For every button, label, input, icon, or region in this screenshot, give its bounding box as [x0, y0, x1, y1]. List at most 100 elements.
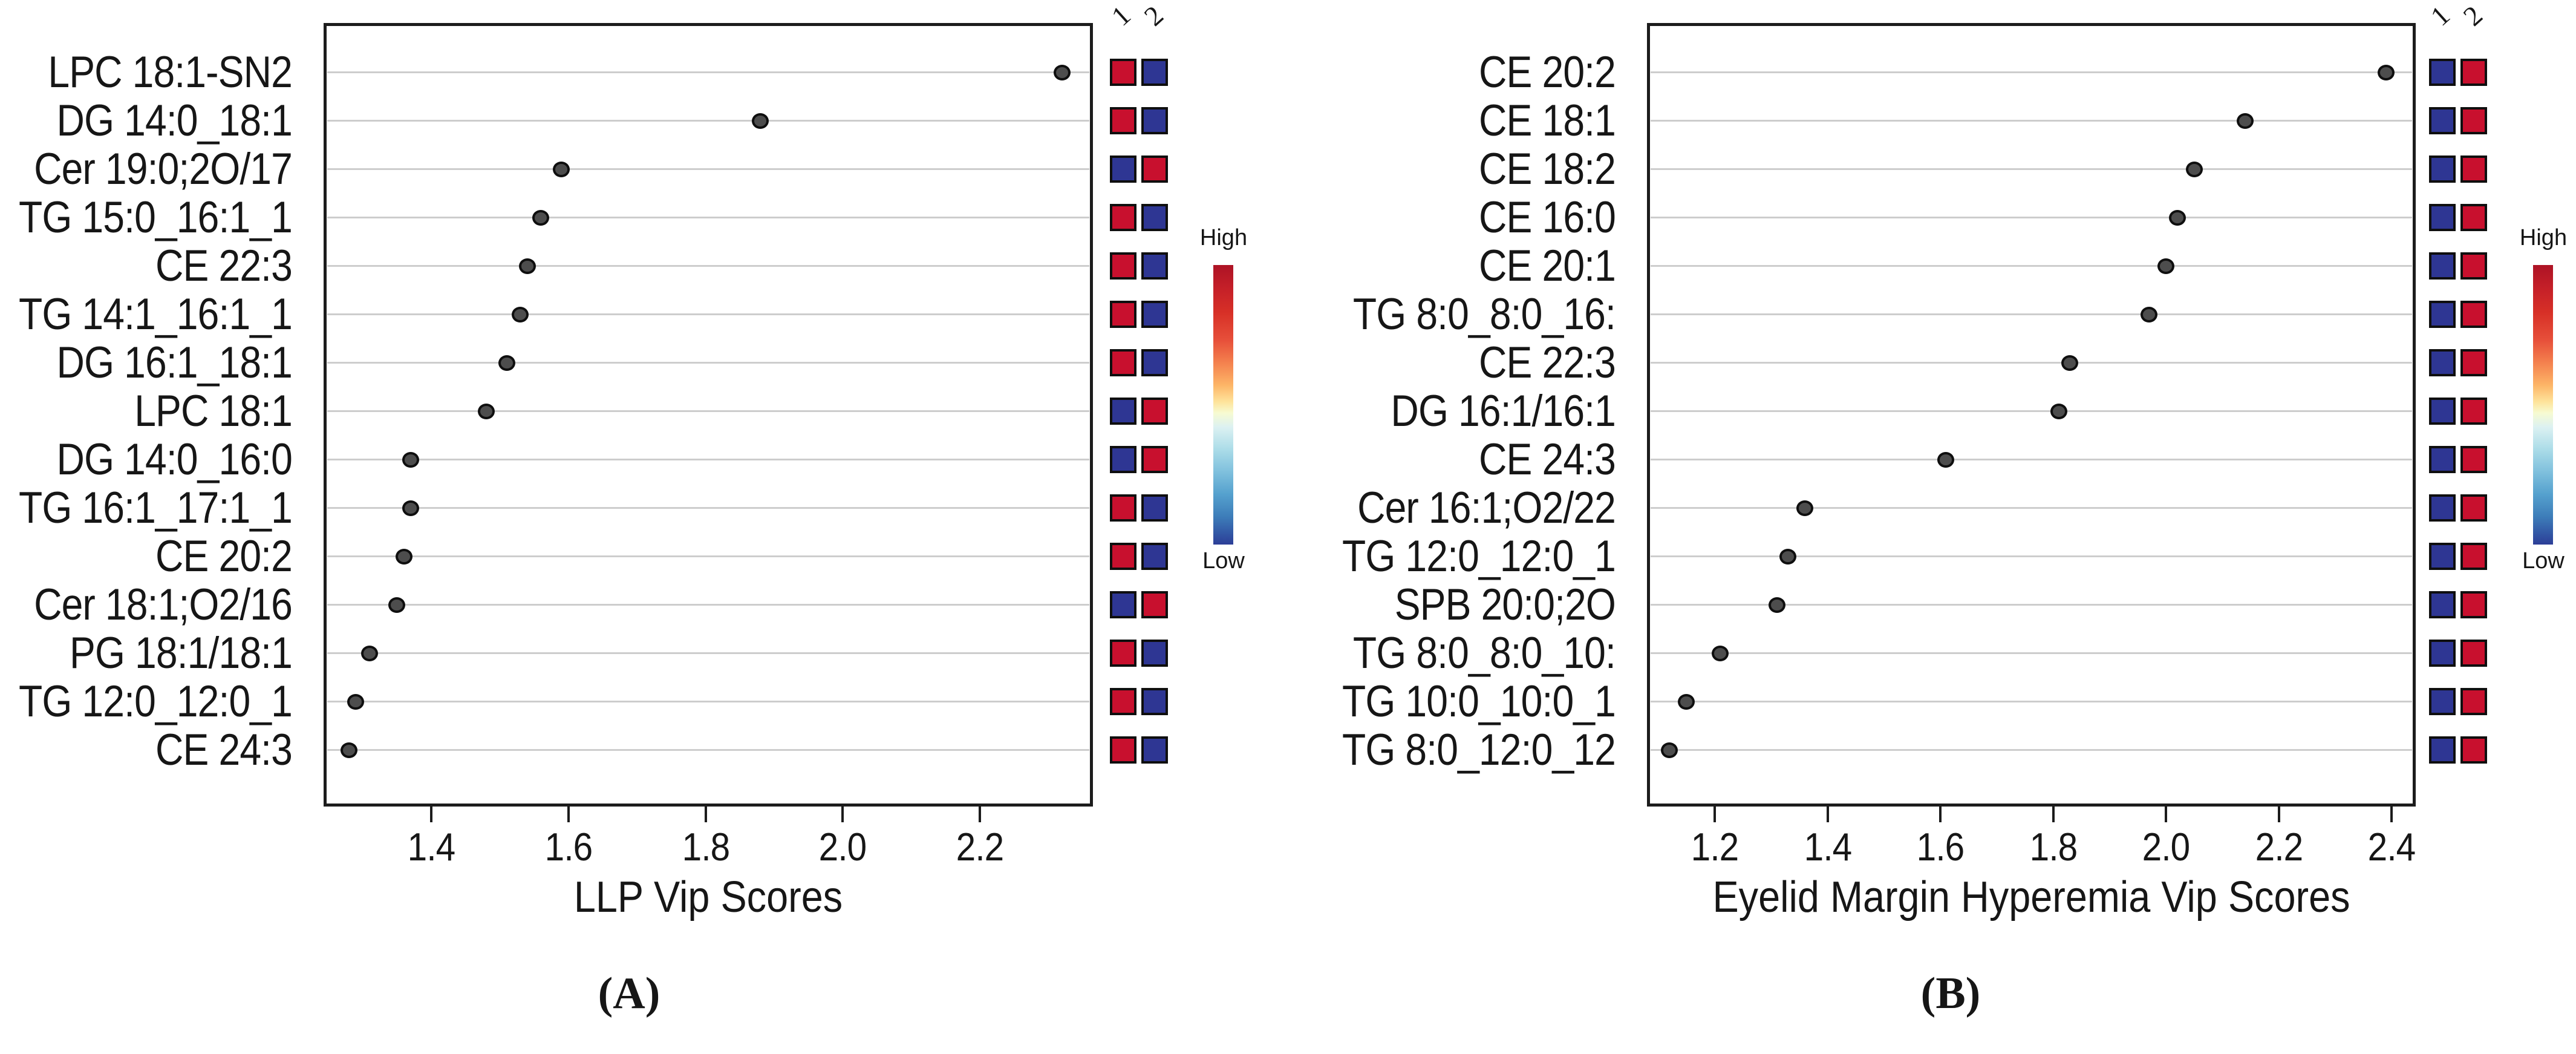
legend-high-label: High — [1199, 225, 1248, 250]
heatmap-cell-group2-high — [2460, 494, 2487, 522]
gridline — [1651, 652, 2412, 654]
heatmap-cell-group1-low — [2429, 494, 2456, 522]
heatmap-cell-group2-low — [1141, 252, 1168, 280]
vip-score-dot — [361, 646, 378, 661]
gridline — [327, 120, 1089, 122]
gridline — [1651, 459, 2412, 460]
heatmap-cell-group2-high — [1141, 398, 1168, 425]
plot-frame — [1647, 23, 2416, 807]
vip-score-dot — [1054, 65, 1071, 80]
x-axis-title: Eyelid Margin Hyperemia Vip Scores — [1712, 873, 2350, 921]
gridline — [327, 217, 1089, 218]
heatmap-cell-group1-high — [1110, 301, 1136, 328]
heatmap-cell-group1-low — [2429, 107, 2456, 134]
vip-score-dot — [341, 742, 357, 758]
gridline — [1651, 120, 2412, 122]
heatmap-cell-group1-low — [2429, 252, 2456, 280]
heatmap-cell-group2-low — [1141, 204, 1168, 231]
heatmap-cell-group2-high — [2460, 736, 2487, 764]
heatmap-cell-group2-high — [2460, 591, 2487, 618]
vip-score-dot — [2378, 65, 2395, 80]
heatmap-cell-group2-high — [2460, 640, 2487, 667]
vip-score-dot — [2061, 355, 2078, 371]
heatmap-cell-group1-low — [2429, 398, 2456, 425]
y-axis-label: PG 18:1/18:1 — [69, 629, 293, 678]
heatmap-cell-group2-high — [2460, 155, 2487, 183]
vip-score-dot — [532, 210, 549, 226]
x-tick-mark — [979, 807, 981, 822]
vip-score-dot — [1796, 500, 1813, 516]
heatmap-cell-group1-high — [1110, 349, 1136, 376]
vip-score-dot — [396, 549, 412, 565]
heatmap-cell-group2-low — [1141, 494, 1168, 522]
heatmap-cell-group2-low — [1141, 736, 1168, 764]
heatmap-cell-group1-low — [2429, 446, 2456, 473]
gridline — [1651, 555, 2412, 557]
x-tick-label: 2.2 — [956, 825, 1005, 869]
x-tick-label: 2.0 — [2142, 825, 2191, 869]
y-axis-label: CE 20:2 — [1479, 48, 1616, 97]
x-tick-mark — [1827, 807, 1829, 822]
vip-score-dot — [2169, 210, 2186, 226]
x-tick-label: 1.6 — [544, 825, 593, 869]
y-axis-label: TG 8:0_8:0_10: — [1352, 629, 1616, 678]
y-axis-label: TG 12:0_12:0_1 — [1342, 532, 1616, 581]
y-axis-label: TG 14:1_16:1_1 — [19, 290, 293, 339]
heatmap-cell-group2-low — [1141, 107, 1168, 134]
vip-score-dot — [388, 597, 405, 613]
y-axis-label: Cer 16:1;O2/22 — [1357, 483, 1616, 532]
x-tick-label: 1.4 — [407, 825, 456, 869]
gridline — [1651, 313, 2412, 315]
heatmap-cell-group1-low — [2429, 349, 2456, 376]
legend-low-label: Low — [2522, 548, 2565, 574]
heatmap-cell-group1-high — [1110, 640, 1136, 667]
vip-score-dot — [402, 500, 419, 516]
gridline — [1651, 168, 2412, 170]
gridline — [327, 701, 1089, 702]
heatmap-cell-group1-low — [1110, 155, 1136, 183]
y-axis-label: CE 18:1 — [1479, 96, 1616, 145]
gridline — [327, 71, 1089, 73]
y-axis-label: TG 12:0_12:0_1 — [19, 677, 293, 726]
heatmap-cell-group2-high — [2460, 398, 2487, 425]
vip-score-dot — [2186, 162, 2203, 177]
heatmap-cell-group1-high — [1110, 688, 1136, 715]
vip-score-dot — [2157, 258, 2174, 274]
y-axis-label: TG 10:0_10:0_1 — [1342, 677, 1616, 726]
heatmap-cell-group1-low — [2429, 640, 2456, 667]
vip-score-dot — [553, 162, 570, 177]
heatmap-cell-group1-low — [2429, 591, 2456, 618]
heatmap-cell-group1-high — [1110, 736, 1136, 764]
heatmap-cell-group1-low — [1110, 446, 1136, 473]
vip-score-dot — [478, 404, 495, 419]
x-tick-mark — [841, 807, 844, 822]
gridline — [1651, 749, 2412, 751]
heatmap-cell-group2-low — [1141, 640, 1168, 667]
heatmap-cell-group1-high — [1110, 204, 1136, 231]
heatmap-column-label-2: 2 — [2457, 0, 2488, 32]
legend-low-label: Low — [1202, 548, 1245, 574]
y-axis-label: DG 16:1/16:1 — [1391, 387, 1616, 436]
heatmap-cell-group2-high — [2460, 59, 2487, 86]
heatmap-cell-group2-high — [1141, 155, 1168, 183]
heatmap-cell-group1-high — [1110, 494, 1136, 522]
heatmap-cell-group2-high — [2460, 349, 2487, 376]
gridline — [1651, 71, 2412, 73]
heatmap-cell-group2-high — [2460, 688, 2487, 715]
y-axis-label: SPB 20:0;2O — [1394, 580, 1616, 629]
x-tick-mark — [2390, 807, 2393, 822]
x-tick-mark — [1714, 807, 1716, 822]
vip-score-dot — [519, 258, 536, 274]
x-tick-mark — [567, 807, 570, 822]
legend-gradient-bar — [1213, 265, 1233, 545]
x-tick-label: 2.0 — [818, 825, 867, 869]
vip-score-dot — [1712, 646, 1729, 661]
y-axis-label: TG 15:0_16:1_1 — [19, 193, 293, 242]
vip-score-dot — [2237, 113, 2254, 129]
vip-score-dot — [1937, 452, 1954, 468]
heatmap-cell-group1-low — [2429, 543, 2456, 570]
x-tick-label: 1.6 — [1916, 825, 1965, 869]
x-tick-label: 1.8 — [2029, 825, 2078, 869]
y-axis-label: CE 16:0 — [1479, 193, 1616, 242]
